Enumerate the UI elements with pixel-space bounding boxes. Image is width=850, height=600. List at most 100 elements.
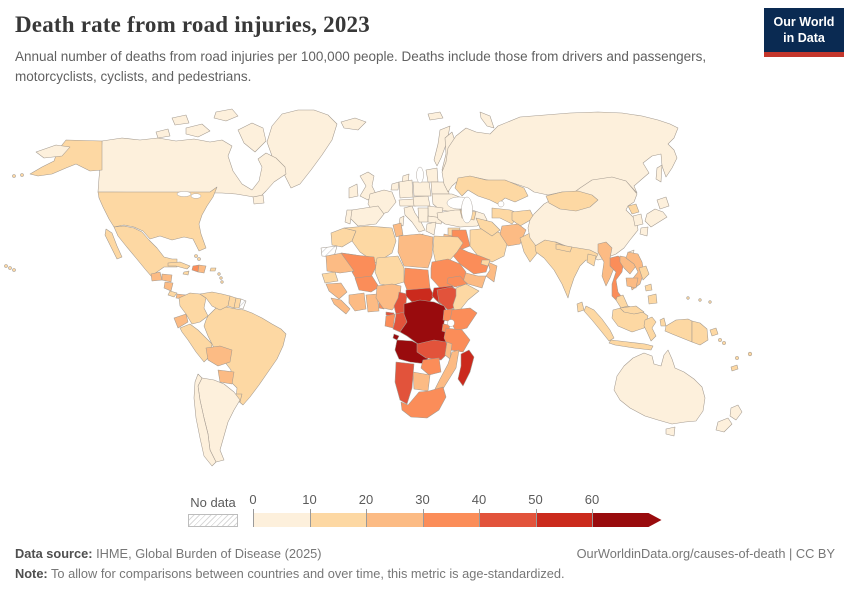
country-nepal[interactable] bbox=[555, 243, 573, 253]
country-russia-chukotka-west[interactable] bbox=[35, 144, 71, 159]
country-portugal[interactable] bbox=[344, 209, 353, 225]
country-cuba[interactable] bbox=[167, 261, 191, 270]
country-vietnam[interactable] bbox=[625, 251, 645, 291]
country-colombia[interactable] bbox=[178, 292, 209, 325]
country-norway[interactable] bbox=[433, 125, 451, 167]
country-morocco[interactable] bbox=[330, 227, 357, 248]
country-turkmenistan[interactable] bbox=[475, 217, 501, 237]
country-kyrgyzstan-tajikistan[interactable] bbox=[511, 209, 535, 227]
legend-bar[interactable]: 0 10 20 30 40 50 60 bbox=[249, 492, 662, 527]
country-japan-kyushu[interactable] bbox=[639, 226, 649, 237]
country-botswana[interactable] bbox=[412, 371, 431, 392]
country-costa-rica[interactable] bbox=[167, 290, 178, 298]
country-japan-honshu[interactable] bbox=[644, 208, 668, 228]
legend-bin[interactable] bbox=[592, 513, 662, 527]
country-new-caledonia[interactable] bbox=[730, 364, 739, 372]
country-ivory-coast[interactable] bbox=[348, 292, 367, 312]
country-oman[interactable] bbox=[485, 261, 498, 283]
country-lesser-antilles[interactable] bbox=[220, 280, 224, 284]
country-canada-banks-island[interactable] bbox=[171, 114, 190, 126]
country-usa-alaska[interactable] bbox=[29, 139, 103, 177]
country-puerto-rico[interactable] bbox=[209, 267, 217, 272]
country-indonesia-sulawesi[interactable] bbox=[643, 316, 657, 342]
country-philippines-luzon[interactable] bbox=[638, 265, 650, 281]
country-usa-hawaii[interactable] bbox=[12, 268, 16, 272]
country-kenya[interactable] bbox=[449, 307, 478, 332]
country-philippines-visayas[interactable] bbox=[644, 283, 653, 292]
country-ecuador[interactable] bbox=[173, 313, 189, 329]
country-czechia[interactable] bbox=[412, 195, 431, 207]
country-solomon-islands[interactable] bbox=[718, 338, 722, 342]
country-zambia[interactable] bbox=[416, 339, 450, 361]
country-angola-cabinda[interactable] bbox=[392, 333, 400, 341]
country-new-zealand-south[interactable] bbox=[715, 417, 733, 433]
country-jamaica[interactable] bbox=[182, 270, 190, 276]
country-egypt[interactable] bbox=[432, 235, 464, 265]
country-dominican-republic[interactable] bbox=[197, 264, 207, 274]
country-greece[interactable] bbox=[425, 221, 437, 236]
country-burkina-faso[interactable] bbox=[354, 275, 380, 293]
country-netherlands[interactable] bbox=[390, 181, 400, 191]
country-canada-ellesmere-island[interactable] bbox=[213, 108, 239, 122]
legend-bin[interactable] bbox=[479, 513, 536, 527]
legend-bin[interactable] bbox=[309, 513, 366, 527]
country-usa-hawaii[interactable] bbox=[8, 266, 12, 270]
country-philippines-mindanao[interactable] bbox=[647, 293, 658, 305]
country-iceland[interactable] bbox=[340, 117, 367, 131]
country-south-korea[interactable] bbox=[632, 213, 644, 227]
country-germany[interactable] bbox=[398, 179, 414, 199]
country-micronesia[interactable] bbox=[686, 296, 690, 300]
country-bolivia[interactable] bbox=[205, 345, 233, 367]
country-bahamas[interactable] bbox=[194, 254, 198, 258]
country-bahamas[interactable] bbox=[197, 257, 201, 261]
country-kazakhstan[interactable] bbox=[454, 175, 529, 205]
country-papua-new-guinea[interactable] bbox=[691, 320, 709, 346]
choropleth-svg[interactable] bbox=[0, 100, 850, 490]
country-madagascar[interactable] bbox=[457, 349, 475, 387]
country-micronesia[interactable] bbox=[698, 298, 702, 302]
country-mexico-baja[interactable] bbox=[104, 228, 123, 260]
country-italy[interactable] bbox=[403, 205, 426, 233]
country-lesser-antilles[interactable] bbox=[219, 276, 223, 280]
country-indonesia-sumatra[interactable] bbox=[583, 305, 615, 342]
country-australia-tasmania[interactable] bbox=[665, 426, 676, 437]
country-south-africa[interactable] bbox=[400, 386, 447, 419]
country-indonesia-java[interactable] bbox=[608, 339, 654, 351]
country-cambodia[interactable] bbox=[625, 277, 639, 289]
country-bangladesh[interactable] bbox=[586, 253, 597, 267]
country-tunisia[interactable] bbox=[392, 222, 404, 238]
country-namibia[interactable] bbox=[394, 361, 415, 405]
country-indonesia-west-papua[interactable] bbox=[664, 318, 693, 343]
country-spain[interactable] bbox=[349, 205, 385, 227]
country-canada-newfoundland[interactable] bbox=[252, 194, 265, 205]
country-malaysia-borneo[interactable] bbox=[619, 305, 645, 315]
country-uae[interactable] bbox=[480, 259, 491, 267]
country-niger[interactable] bbox=[374, 255, 405, 287]
owid-link[interactable]: OurWorldinData.org/causes-of-death | CC … bbox=[576, 546, 835, 561]
country-guinea[interactable] bbox=[325, 282, 348, 300]
country-myanmar[interactable] bbox=[597, 241, 615, 287]
country-baltic-states[interactable] bbox=[425, 167, 439, 183]
country-usa-hawaii[interactable] bbox=[4, 264, 8, 268]
country-fiji[interactable] bbox=[747, 351, 753, 357]
country-canada-baffin-island[interactable] bbox=[237, 122, 267, 153]
country-sierra-leone-liberia[interactable] bbox=[330, 297, 351, 315]
country-libya[interactable] bbox=[397, 233, 434, 269]
country-senegal[interactable] bbox=[321, 271, 339, 284]
country-north-korea[interactable] bbox=[627, 203, 640, 215]
country-vanuatu[interactable] bbox=[735, 356, 739, 360]
country-indonesia-moluccas[interactable] bbox=[659, 317, 667, 327]
country-new-zealand-north[interactable] bbox=[729, 404, 743, 421]
legend-bin[interactable] bbox=[366, 513, 423, 527]
owid-logo[interactable]: Our World in Data bbox=[764, 8, 844, 57]
legend-bin[interactable] bbox=[535, 513, 592, 527]
country-canada-arctic-island[interactable] bbox=[155, 128, 171, 139]
country-solomon-islands[interactable] bbox=[722, 341, 726, 345]
country-honduras[interactable] bbox=[161, 273, 173, 283]
country-norway-svalbard[interactable] bbox=[427, 111, 444, 121]
country-ireland[interactable] bbox=[348, 183, 359, 199]
country-australia[interactable] bbox=[613, 349, 706, 425]
country-zimbabwe[interactable] bbox=[420, 357, 442, 376]
country-ghana[interactable] bbox=[365, 293, 380, 313]
no-data-swatch[interactable] bbox=[188, 514, 238, 527]
